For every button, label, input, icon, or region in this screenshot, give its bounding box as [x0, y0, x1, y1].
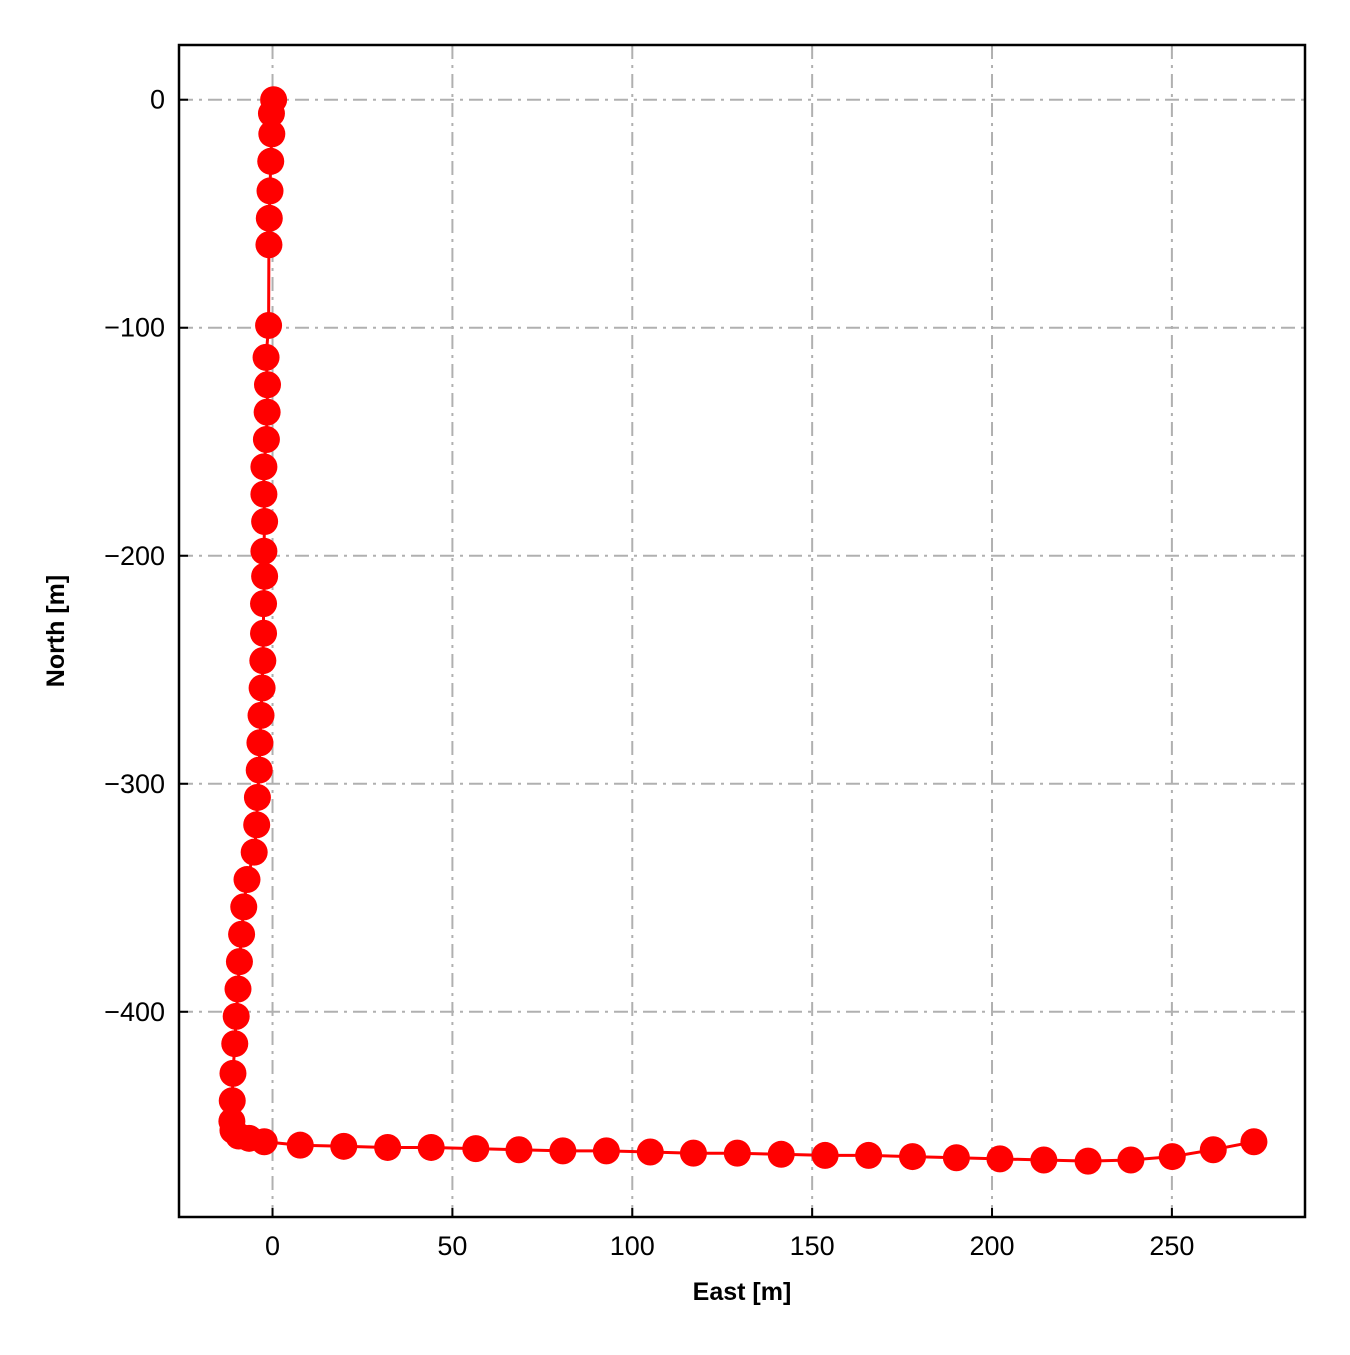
data-point: [225, 948, 253, 976]
data-point: [1158, 1143, 1186, 1171]
data-point: [233, 866, 261, 894]
data-point: [222, 1002, 250, 1030]
data-point: [253, 371, 281, 399]
data-point: [549, 1137, 577, 1165]
data-point: [228, 920, 256, 948]
data-point: [255, 231, 283, 259]
data-point: [224, 975, 252, 1003]
data-point: [245, 756, 273, 784]
x-tick-label: 100: [610, 1231, 655, 1261]
plot-frame: [177, 43, 1307, 1219]
data-point: [257, 147, 285, 175]
data-point: [899, 1143, 927, 1171]
data-point: [221, 1030, 249, 1058]
data-point: [855, 1141, 883, 1169]
y-tick-label: 0: [150, 85, 165, 115]
data-point: [286, 1131, 314, 1159]
data-point: [255, 204, 283, 232]
series-layer: [218, 86, 1268, 1175]
data-point: [417, 1133, 445, 1161]
data-point: [253, 398, 281, 426]
data-point: [246, 729, 274, 757]
data-point: [767, 1140, 795, 1168]
data-point: [636, 1138, 664, 1166]
data-point: [250, 590, 278, 618]
data-point: [248, 674, 276, 702]
data-point: [811, 1141, 839, 1169]
x-axis-label: East [m]: [693, 1278, 792, 1306]
data-point: [592, 1137, 620, 1165]
data-point: [1074, 1147, 1102, 1175]
data-point: [218, 1087, 246, 1115]
data-point: [251, 562, 279, 590]
data-point: [1117, 1146, 1145, 1174]
data-point: [250, 1128, 278, 1156]
y-tick-label: −200: [104, 541, 165, 571]
data-point: [251, 508, 279, 536]
data-point: [330, 1132, 358, 1160]
x-tick-label: 150: [790, 1231, 835, 1261]
ticks: 0 50 100 150 200 250 0 −100 −200 −300 −400: [104, 85, 1194, 1261]
data-point: [249, 647, 277, 675]
data-point: [250, 453, 278, 481]
data-point: [723, 1139, 751, 1167]
x-tick-label: 50: [437, 1231, 467, 1261]
y-axis-label: North [m]: [42, 575, 70, 687]
data-point: [505, 1136, 533, 1164]
data-point: [240, 838, 268, 866]
data-point: [250, 537, 278, 565]
data-point: [243, 811, 271, 839]
x-tick-label: 250: [1149, 1231, 1194, 1261]
data-point: [258, 120, 286, 148]
data-point: [252, 425, 280, 453]
data-point: [374, 1133, 402, 1161]
data-point: [942, 1144, 970, 1172]
data-point: [1030, 1146, 1058, 1174]
data-point: [679, 1139, 707, 1167]
data-point: [247, 701, 275, 729]
grid: [179, 45, 1305, 1217]
data-point: [986, 1145, 1014, 1173]
data-point: [1199, 1136, 1227, 1164]
data-point: [243, 783, 271, 811]
data-point: [255, 311, 283, 339]
data-point: [219, 1059, 247, 1087]
y-tick-label: −300: [104, 769, 165, 799]
y-tick-label: −400: [104, 997, 165, 1027]
data-point: [250, 480, 278, 508]
data-point: [230, 893, 258, 921]
data-point: [257, 99, 285, 127]
data-point: [256, 177, 284, 205]
data-point: [462, 1135, 490, 1163]
series-line: [230, 99, 1255, 1163]
x-tick-label: 200: [969, 1231, 1014, 1261]
y-tick-label: −100: [104, 313, 165, 343]
data-point: [1240, 1128, 1268, 1156]
x-tick-label: 0: [265, 1231, 280, 1261]
data-point: [250, 619, 278, 647]
data-point: [252, 343, 280, 371]
